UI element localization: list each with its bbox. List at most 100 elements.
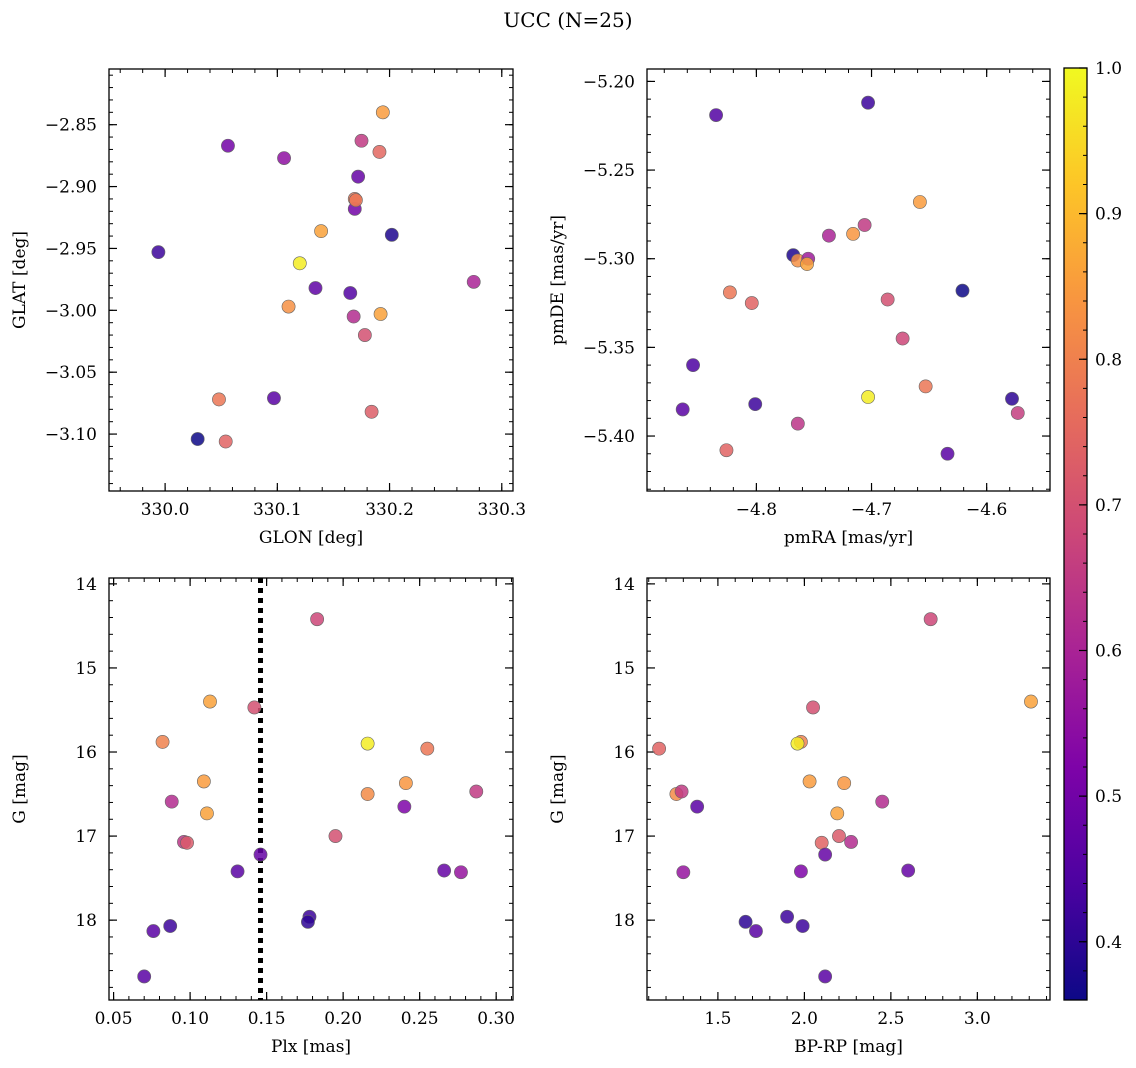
data-point (800, 257, 814, 271)
data-point (180, 835, 194, 850)
y-tick-label: 15 (75, 659, 97, 679)
data-point (454, 865, 468, 880)
colorbar-tick-label: 0.9 (1095, 205, 1122, 225)
y-tick-label: 17 (613, 827, 635, 847)
y-axis-label: G [mag] (10, 754, 30, 823)
y-tick-label: −2.85 (45, 116, 97, 136)
data-point (310, 612, 325, 627)
axes-frame (108, 68, 514, 492)
minor-ticks (109, 578, 513, 1000)
data-point (354, 133, 369, 148)
minor-ticks (647, 69, 1050, 491)
data-point (674, 784, 689, 799)
x-tick-label: 0.15 (248, 1009, 286, 1029)
data-point (292, 256, 307, 271)
data-point (675, 402, 690, 417)
data-point (895, 331, 910, 346)
data-point (163, 919, 178, 933)
data-point (437, 863, 452, 878)
x-axis-label: GLON [deg] (259, 528, 363, 548)
data-point (918, 379, 933, 394)
x-tick-label: 0.05 (95, 1009, 133, 1029)
data-point (267, 391, 281, 406)
data-point (357, 328, 372, 342)
data-point (466, 274, 481, 289)
x-axis-label: pmRA [mas/yr] (784, 528, 913, 548)
colorbar-tick-label: 0.8 (1095, 350, 1122, 370)
data-point (346, 309, 361, 324)
data-point (398, 776, 413, 791)
data-point (861, 390, 875, 404)
data-point (709, 108, 723, 123)
y-tick-label: −5.25 (583, 161, 635, 181)
y-tick-label: −3.05 (45, 363, 97, 383)
scatter-points (137, 612, 484, 984)
data-point (277, 151, 291, 166)
data-point (830, 806, 845, 821)
data-point (301, 914, 315, 929)
data-point (351, 169, 366, 184)
major-ticks (109, 578, 513, 1000)
data-point (844, 835, 858, 849)
colorbar-tick-label: 0.6 (1095, 642, 1122, 662)
colorbar: 0.4 0.5 0.6 0.7 0.8 0.9 1.0 (1063, 59, 1122, 1001)
y-tick-label: −2.90 (45, 178, 97, 198)
data-point (780, 909, 794, 924)
scatter-points (652, 612, 1038, 984)
data-point (880, 292, 895, 307)
x-tick-label: 330.3 (477, 500, 526, 520)
data-point (137, 969, 152, 984)
data-point (253, 847, 268, 862)
x-tick-label: 2.5 (877, 1009, 904, 1029)
x-tick-label: 1.5 (704, 1009, 731, 1029)
x-tick-label: 2.0 (791, 1009, 818, 1029)
y-tick-label: 18 (75, 911, 97, 931)
data-point (748, 397, 763, 412)
data-point (794, 864, 808, 879)
data-point (676, 865, 691, 880)
colorbar-tick-label: 1.0 (1095, 59, 1122, 79)
x-tick-label: 0.20 (324, 1009, 362, 1029)
data-point (832, 829, 846, 843)
data-point (164, 794, 179, 809)
x-tick-label: 330.1 (253, 500, 302, 520)
data-point (384, 227, 399, 242)
data-point (806, 700, 820, 715)
y-tick-label: 18 (613, 911, 635, 931)
scatter-points (675, 95, 1025, 461)
y-tick-label: 14 (75, 575, 97, 595)
x-tick-label: 0.10 (171, 1009, 209, 1029)
major-ticks (647, 69, 1050, 491)
colorbar-tick-label: 0.5 (1095, 787, 1122, 807)
x-tick-label: 3.0 (964, 1009, 991, 1029)
pmra-pmde-panel: −4.8 −4.7 −4.6 −5.40 −5.35 −5.30 −5.25 −5.20 pmR… (548, 68, 1051, 548)
axes-frame (646, 68, 1051, 492)
data-point (420, 741, 435, 756)
data-point (308, 281, 323, 295)
major-ticks (109, 69, 513, 491)
data-point (373, 307, 388, 321)
data-point (203, 694, 217, 709)
y-tick-label: −5.30 (583, 250, 635, 270)
data-point (1010, 406, 1025, 420)
data-point (875, 794, 890, 809)
y-tick-label: 15 (613, 659, 635, 679)
data-point (822, 228, 836, 243)
data-point (247, 700, 262, 715)
colorbar-tick-label: 0.4 (1095, 933, 1122, 953)
bprp-g-panel: 1.5 2.0 2.5 3.0 14 15 16 17 18 BP-RP [mag] G [mag] (548, 575, 1051, 1057)
figure-title: UCC (N=25) (503, 8, 633, 32)
data-point (348, 193, 363, 208)
y-tick-label: −2.95 (45, 239, 97, 259)
colorbar-tick-label: 0.7 (1095, 496, 1122, 516)
axes-frame (646, 577, 1051, 1001)
minor-ticks (647, 578, 1050, 1000)
major-ticks (647, 578, 1050, 1000)
colorbar-gradient (1064, 68, 1087, 1000)
scatter-points (151, 105, 481, 449)
data-point (802, 774, 817, 789)
data-point (901, 863, 916, 878)
y-tick-label: 16 (75, 743, 97, 763)
data-point (652, 741, 667, 756)
